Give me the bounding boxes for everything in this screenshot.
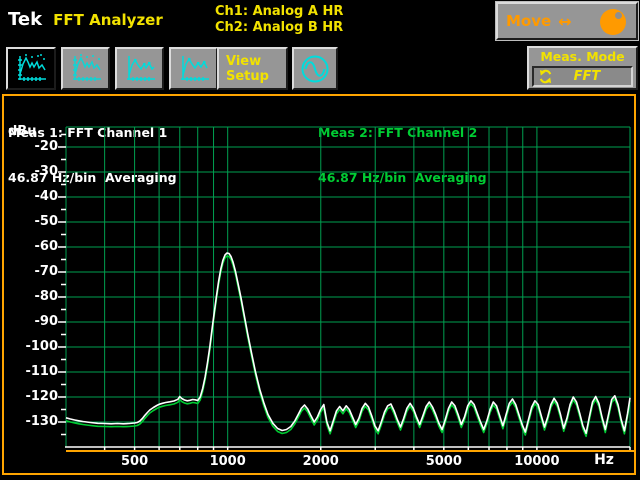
- view-setup-label-line1: View: [226, 53, 262, 69]
- meas2-readout: Meas 2: FFT Channel 2 46.87 Hz/bin Avera…: [318, 95, 487, 215]
- y-axis-unit: dBu: [8, 124, 37, 139]
- knob-indicator-dot: [615, 12, 622, 19]
- knob-icon[interactable]: [600, 9, 626, 35]
- spectrum-plot: [58, 126, 631, 451]
- app-title: FFT Analyzer: [53, 11, 163, 29]
- meas-mode-selector[interactable]: FFT: [532, 66, 633, 87]
- view-setup-label-line2: Setup: [226, 68, 269, 84]
- x-axis-tick-label: 5000: [425, 454, 462, 469]
- spectrum-icon: [18, 53, 46, 81]
- y-axis-tick-label: -70: [34, 264, 59, 279]
- header: Tek FFT Analyzer: [8, 9, 163, 30]
- y-axis-tick-label: -130: [25, 414, 58, 429]
- y-axis-tick-label: -80: [34, 289, 59, 304]
- view-button-dual-spectrum[interactable]: [61, 47, 110, 90]
- spectrum-markers-icon: [126, 55, 155, 81]
- horizontal-arrows-icon: ↔: [558, 11, 572, 31]
- view-button-spectrum-markers-a[interactable]: [115, 47, 164, 90]
- y-axis-tick-label: -30: [34, 164, 59, 179]
- trace-meas2: [65, 255, 631, 438]
- display-frame: [2, 94, 636, 475]
- x-axis-tick-label: 500: [121, 454, 149, 469]
- x-axis-tick-label: 10000: [514, 454, 560, 469]
- y-axis-tick-label: -90: [34, 314, 59, 329]
- sine-wave-icon: [301, 55, 329, 82]
- meas2-title: Meas 2: FFT Channel 2: [318, 125, 478, 140]
- x-axis-tick-label: 1000: [209, 454, 246, 469]
- spectrum-markers-icon: [180, 55, 209, 81]
- meas1-title: Meas 1: FFT Channel 1: [8, 125, 168, 140]
- y-axis-tick-label: -60: [34, 239, 59, 254]
- sine-source-button[interactable]: [292, 47, 338, 90]
- tek-logo: Tek: [8, 9, 43, 30]
- x-axis-tick-label: 2000: [302, 454, 339, 469]
- meas-mode-value: FFT: [573, 69, 601, 84]
- view-button-spectrum-markers-b[interactable]: [169, 47, 218, 90]
- spectrum-icon: [72, 53, 101, 81]
- move-button-label: Move: [506, 12, 552, 30]
- channel-2-info: Ch2: Analog B HR: [215, 20, 344, 35]
- y-axis-tick-label: -40: [34, 189, 59, 204]
- meas1-readout: Meas 1: FFT Channel 1 46.87 Hz/bin Avera…: [8, 95, 177, 215]
- y-axis-tick-label: -110: [25, 364, 58, 379]
- y-axis-tick-label: -20: [34, 139, 59, 154]
- view-setup-button[interactable]: View Setup: [217, 47, 288, 90]
- meas-mode-panel: Meas. Mode FFT: [527, 46, 638, 90]
- channel-info: Ch1: Analog A HR Ch2: Analog B HR: [215, 4, 343, 36]
- x-axis-unit: Hz: [594, 452, 614, 468]
- channel-1-info: Ch1: Analog A HR: [215, 4, 344, 19]
- view-button-single-spectrum[interactable]: [6, 47, 56, 90]
- y-axis-tick-label: -100: [25, 339, 58, 354]
- y-axis-tick-label: -120: [25, 389, 58, 404]
- plot-underline: [66, 450, 636, 452]
- move-button[interactable]: Move ↔: [496, 2, 638, 40]
- meas-mode-label: Meas. Mode: [540, 49, 625, 64]
- trace-meas1: [65, 252, 631, 435]
- cycle-icon: [539, 69, 552, 84]
- y-axis-tick-label: -50: [34, 214, 59, 229]
